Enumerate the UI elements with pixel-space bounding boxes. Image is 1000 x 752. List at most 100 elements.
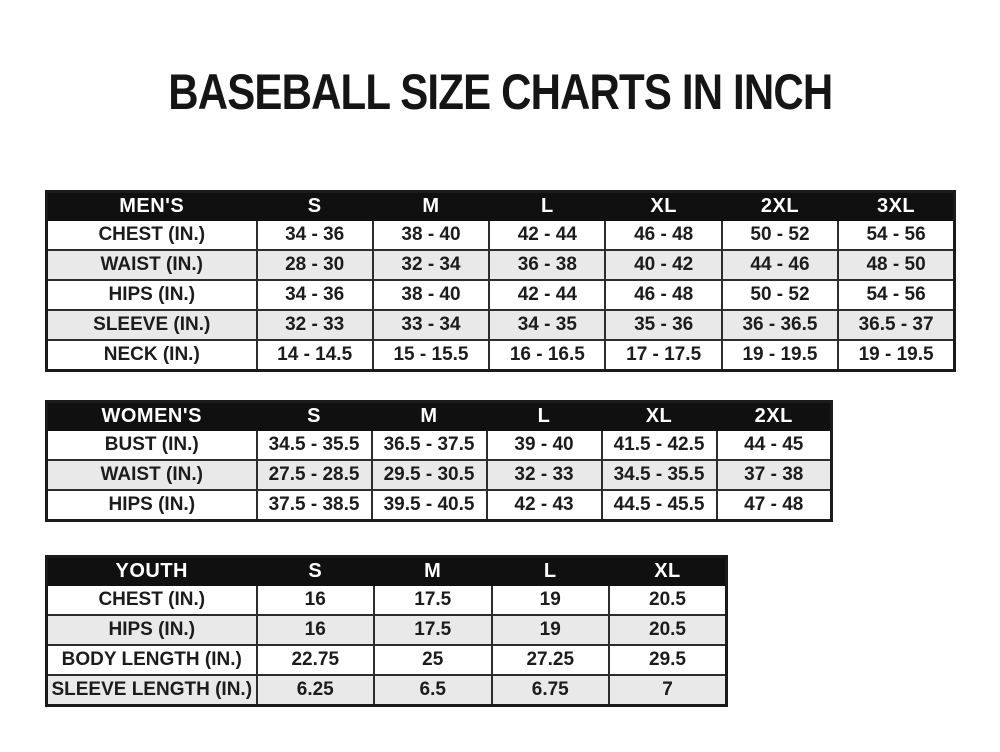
table-row: NECK (IN.) 14 - 14.5 15 - 15.5 16 - 16.5 17 … bbox=[45, 339, 956, 372]
size-value: 36.5 - 37 bbox=[837, 309, 956, 341]
measurement-label: CHEST (IN.) bbox=[45, 584, 258, 616]
size-value: 34 - 36 bbox=[255, 279, 374, 311]
size-value: 32 - 34 bbox=[371, 249, 491, 281]
size-value: 42 - 44 bbox=[488, 219, 607, 251]
size-value: 19 bbox=[490, 584, 610, 616]
size-column-header: L bbox=[488, 190, 607, 221]
size-value: 20.5 bbox=[608, 584, 728, 616]
size-value: 44 - 46 bbox=[720, 249, 840, 281]
size-value: 33 - 34 bbox=[371, 309, 491, 341]
size-value: 17.5 bbox=[373, 614, 493, 646]
size-value: 32 - 33 bbox=[485, 459, 603, 491]
size-value: 16 bbox=[255, 614, 375, 646]
table-row: HIPS (IN.) 16 17.5 19 20.5 bbox=[45, 614, 728, 646]
size-column-header: M bbox=[370, 400, 488, 431]
table-row: SLEEVE LENGTH (IN.) 6.25 6.5 6.75 7 bbox=[45, 674, 728, 707]
page-title: BASEBALL SIZE CHARTS IN INCH bbox=[0, 67, 1000, 117]
size-value: 42 - 44 bbox=[488, 279, 607, 311]
measurement-label: HIPS (IN.) bbox=[45, 279, 258, 311]
measurement-label: NECK (IN.) bbox=[45, 339, 258, 372]
measurement-label: HIPS (IN.) bbox=[45, 489, 258, 522]
size-column-header: S bbox=[255, 400, 373, 431]
table-row: CHEST (IN.) 16 17.5 19 20.5 bbox=[45, 584, 728, 616]
size-value: 32 - 33 bbox=[255, 309, 374, 341]
size-column-header: 3XL bbox=[837, 190, 956, 221]
youth-size-table: YOUTH S M L XL CHEST (IN.) 16 17.5 19 20.5 HIPS (I… bbox=[45, 555, 728, 707]
size-column-header: XL bbox=[600, 400, 718, 431]
size-value: 39 - 40 bbox=[485, 429, 603, 461]
size-value: 46 - 48 bbox=[604, 279, 723, 311]
size-value: 7 bbox=[608, 674, 728, 707]
size-column-header: 2XL bbox=[720, 190, 840, 221]
table-row: SLEEVE (IN.) 32 - 33 33 - 34 34 - 35 35 - 36… bbox=[45, 309, 956, 341]
header-row: MEN'S S M L XL 2XL 3XL bbox=[45, 190, 956, 221]
size-value: 27.5 - 28.5 bbox=[255, 459, 373, 491]
header-row: YOUTH S M L XL bbox=[45, 555, 728, 586]
measurement-label: HIPS (IN.) bbox=[45, 614, 258, 646]
size-value: 34 - 36 bbox=[255, 219, 374, 251]
size-value: 37.5 - 38.5 bbox=[255, 489, 373, 522]
size-value: 46 - 48 bbox=[604, 219, 723, 251]
mens-size-table: MEN'S S M L XL 2XL 3XL CHEST (IN.) 34 - 36 38 - 4… bbox=[45, 190, 956, 372]
size-value: 54 - 56 bbox=[837, 219, 956, 251]
size-value: 6.75 bbox=[490, 674, 610, 707]
size-column-header: XL bbox=[608, 555, 728, 586]
size-value: 17 - 17.5 bbox=[604, 339, 723, 372]
size-column-header: L bbox=[490, 555, 610, 586]
size-value: 37 - 38 bbox=[715, 459, 833, 491]
size-value: 29.5 - 30.5 bbox=[370, 459, 488, 491]
size-value: 20.5 bbox=[608, 614, 728, 646]
size-value: 16 bbox=[255, 584, 375, 616]
size-value: 40 - 42 bbox=[604, 249, 723, 281]
size-value: 25 bbox=[373, 644, 493, 676]
table-row: BUST (IN.) 34.5 - 35.5 36.5 - 37.5 39 - 40 4… bbox=[45, 429, 833, 461]
size-value: 19 - 19.5 bbox=[720, 339, 840, 372]
size-value: 36 - 38 bbox=[488, 249, 607, 281]
header-row: WOMEN'S S M L XL 2XL bbox=[45, 400, 833, 431]
measurement-label: BUST (IN.) bbox=[45, 429, 258, 461]
size-value: 6.5 bbox=[373, 674, 493, 707]
measurement-label: SLEEVE LENGTH (IN.) bbox=[45, 674, 258, 707]
measurement-label: BODY LENGTH (IN.) bbox=[45, 644, 258, 676]
size-value: 38 - 40 bbox=[371, 279, 491, 311]
size-value: 54 - 56 bbox=[837, 279, 956, 311]
measurement-label: SLEEVE (IN.) bbox=[45, 309, 258, 341]
size-value: 38 - 40 bbox=[371, 219, 491, 251]
size-value: 6.25 bbox=[255, 674, 375, 707]
size-column-header: XL bbox=[604, 190, 723, 221]
size-value: 47 - 48 bbox=[715, 489, 833, 522]
size-value: 35 - 36 bbox=[604, 309, 723, 341]
size-value: 42 - 43 bbox=[485, 489, 603, 522]
table-row: WAIST (IN.) 27.5 - 28.5 29.5 - 30.5 32 - 33… bbox=[45, 459, 833, 491]
table-title: MEN'S bbox=[45, 190, 258, 221]
size-column-header: S bbox=[255, 190, 374, 221]
measurement-label: WAIST (IN.) bbox=[45, 459, 258, 491]
size-value: 36 - 36.5 bbox=[720, 309, 840, 341]
size-value: 34 - 35 bbox=[488, 309, 607, 341]
table-title: WOMEN'S bbox=[45, 400, 258, 431]
size-column-header: M bbox=[373, 555, 493, 586]
size-value: 28 - 30 bbox=[255, 249, 374, 281]
size-column-header: 2XL bbox=[715, 400, 833, 431]
table-row: BODY LENGTH (IN.) 22.75 25 27.25 29.5 bbox=[45, 644, 728, 676]
size-value: 44.5 - 45.5 bbox=[600, 489, 718, 522]
size-value: 29.5 bbox=[608, 644, 728, 676]
table-row: HIPS (IN.) 34 - 36 38 - 40 42 - 44 46 - 48 50… bbox=[45, 279, 956, 311]
size-value: 16 - 16.5 bbox=[488, 339, 607, 372]
size-value: 39.5 - 40.5 bbox=[370, 489, 488, 522]
size-value: 36.5 - 37.5 bbox=[370, 429, 488, 461]
size-value: 15 - 15.5 bbox=[371, 339, 491, 372]
table-row: CHEST (IN.) 34 - 36 38 - 40 42 - 44 46 - 48 5… bbox=[45, 219, 956, 251]
size-value: 48 - 50 bbox=[837, 249, 956, 281]
size-column-header: L bbox=[485, 400, 603, 431]
size-column-header: M bbox=[371, 190, 491, 221]
size-value: 34.5 - 35.5 bbox=[600, 459, 718, 491]
size-value: 50 - 52 bbox=[720, 219, 840, 251]
measurement-label: CHEST (IN.) bbox=[45, 219, 258, 251]
size-value: 34.5 - 35.5 bbox=[255, 429, 373, 461]
womens-size-table: WOMEN'S S M L XL 2XL BUST (IN.) 34.5 - 35.5 36.5… bbox=[45, 400, 833, 522]
size-column-header: S bbox=[255, 555, 375, 586]
size-value: 22.75 bbox=[255, 644, 375, 676]
size-value: 17.5 bbox=[373, 584, 493, 616]
table-row: WAIST (IN.) 28 - 30 32 - 34 36 - 38 40 - 42 4… bbox=[45, 249, 956, 281]
